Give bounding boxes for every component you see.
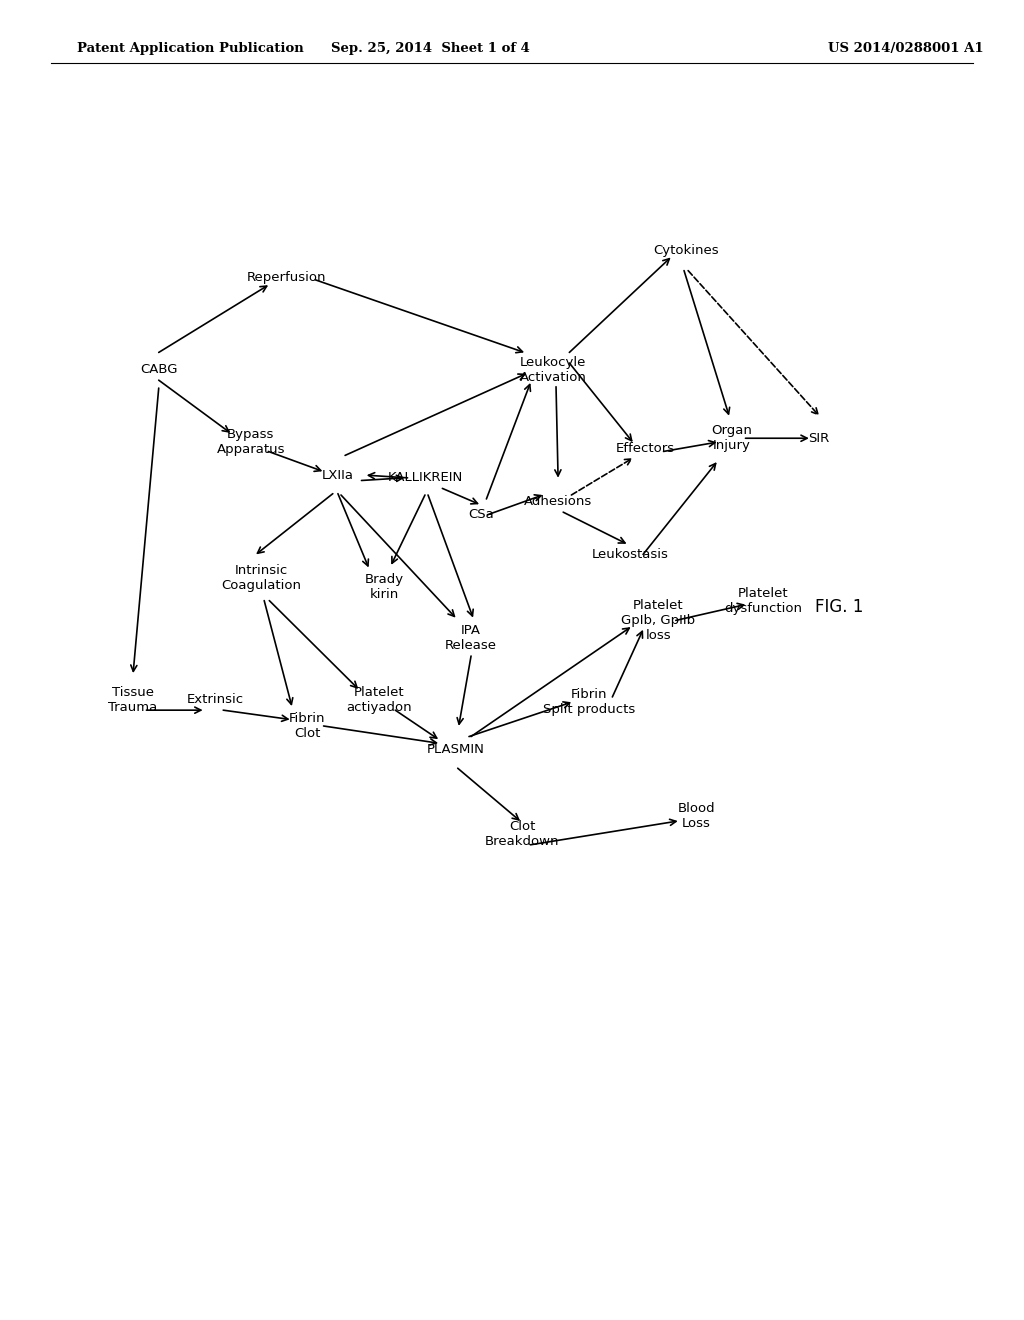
Text: Bypass
Apparatus: Bypass Apparatus [217,428,285,457]
Text: Fibrin
Clot: Fibrin Clot [289,711,326,741]
Text: Fibrin
Split products: Fibrin Split products [543,688,635,717]
Text: Clot
Breakdown: Clot Breakdown [485,820,559,849]
Text: CSa: CSa [468,508,495,521]
Text: KALLIKREIN: KALLIKREIN [387,471,463,484]
Text: Cytokines: Cytokines [653,244,719,257]
Text: Tissue
Trauma: Tissue Trauma [109,685,158,714]
Text: Adhesions: Adhesions [524,495,592,508]
Text: Brady
kirin: Brady kirin [365,573,403,602]
Text: Patent Application Publication: Patent Application Publication [77,42,303,55]
Text: Blood
Loss: Blood Loss [678,801,715,830]
Text: IPA
Release: IPA Release [445,623,497,652]
Text: FIG. 1: FIG. 1 [815,598,864,616]
Text: Platelet
dysfunction: Platelet dysfunction [724,586,802,615]
Text: SIR: SIR [809,432,829,445]
Text: PLASMIN: PLASMIN [427,743,484,756]
Text: LXIIa: LXIIa [322,469,354,482]
Text: Effectors: Effectors [615,442,675,455]
Text: US 2014/0288001 A1: US 2014/0288001 A1 [828,42,984,55]
Text: Platelet
actiyadon: Platelet actiyadon [346,685,412,714]
Text: Platelet
GpIb, GpIIb
loss: Platelet GpIb, GpIIb loss [622,599,695,642]
Text: Intrinsic
Coagulation: Intrinsic Coagulation [221,564,301,593]
Text: Sep. 25, 2014  Sheet 1 of 4: Sep. 25, 2014 Sheet 1 of 4 [331,42,529,55]
Text: Leukocyle
Activation: Leukocyle Activation [519,355,587,384]
Text: CABG: CABG [140,363,177,376]
Text: Extrinsic: Extrinsic [186,693,244,706]
Text: Organ
Injury: Organ Injury [712,424,753,453]
Text: Reperfusion: Reperfusion [247,271,327,284]
Text: Leukostasis: Leukostasis [591,548,669,561]
